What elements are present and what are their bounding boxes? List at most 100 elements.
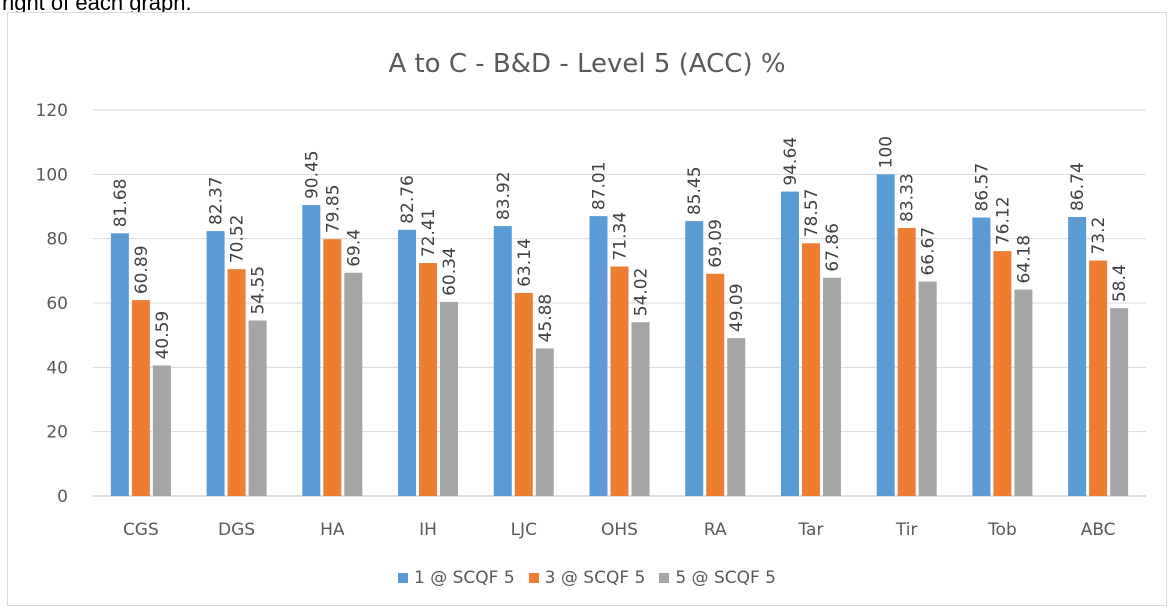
data-label: 66.67 <box>919 227 939 276</box>
bars <box>110 174 1129 497</box>
data-label: 87.01 <box>590 161 610 210</box>
caption-fragment: right of each graph. <box>2 0 192 15</box>
x-tick-label: HA <box>320 520 345 540</box>
x-tick-label: OHS <box>601 520 638 540</box>
x-tick-label: Tar <box>797 520 823 540</box>
data-label: 54.02 <box>632 268 652 317</box>
bar <box>1014 289 1033 496</box>
data-label: 78.57 <box>802 189 822 238</box>
bar <box>440 301 459 496</box>
chart-title: A to C - B&D - Level 5 (ACC) % <box>388 49 785 79</box>
y-tick-label: 80 <box>46 230 68 250</box>
data-label: 83.92 <box>494 171 514 220</box>
bar <box>344 272 363 496</box>
bar <box>535 348 554 496</box>
data-label: 60.34 <box>440 247 460 296</box>
legend-item: 1 @ SCQF 5 <box>397 568 515 588</box>
legend-item: 5 @ SCQF 5 <box>659 568 776 588</box>
x-tick-label: LJC <box>511 520 537 540</box>
x-axis-ticks: CGS DGS HA IH LJC OHS RA Tar Tir Tob ABC <box>123 520 1116 540</box>
data-label: 58.4 <box>1110 264 1130 302</box>
y-tick-label: 40 <box>46 358 68 378</box>
legend-swatch <box>659 573 670 583</box>
bar <box>706 273 725 496</box>
x-tick-label: CGS <box>123 520 159 540</box>
y-axis-ticks: 0 20 40 60 80 100 120 <box>36 101 68 507</box>
legend-label: 5 @ SCQF 5 <box>675 568 776 588</box>
bar <box>1089 260 1108 496</box>
bar <box>206 231 225 497</box>
data-label: 73.2 <box>1089 217 1109 255</box>
y-tick-label: 20 <box>46 423 68 443</box>
bar <box>227 269 246 496</box>
data-label: 72.41 <box>419 208 439 257</box>
legend: 1 @ SCQF 5 3 @ SCQF 5 5 @ SCQF 5 <box>0 568 1174 588</box>
bar <box>1068 216 1087 496</box>
data-label: 71.34 <box>611 212 631 261</box>
bar <box>398 229 417 496</box>
bar <box>727 338 746 496</box>
y-tick-label: 100 <box>36 165 68 185</box>
data-label: 79.85 <box>323 184 343 233</box>
x-tick-label: Tir <box>895 520 918 540</box>
bar <box>248 320 267 496</box>
data-label: 82.76 <box>398 175 418 224</box>
bar <box>685 221 704 496</box>
legend-item: 3 @ SCQF 5 <box>528 568 646 588</box>
data-label: 76.12 <box>993 196 1013 245</box>
bar <box>589 216 608 496</box>
data-label: 86.74 <box>1068 162 1088 211</box>
y-tick-label: 60 <box>46 294 68 314</box>
data-label: 82.37 <box>207 176 227 225</box>
data-label: 70.52 <box>228 214 248 263</box>
bar <box>610 266 629 496</box>
bar <box>493 226 512 497</box>
data-label: 64.18 <box>1014 235 1034 284</box>
data-label: 100 <box>877 136 897 168</box>
legend-label: 3 @ SCQF 5 <box>544 568 646 588</box>
legend-swatch <box>528 573 539 583</box>
data-label: 54.55 <box>249 266 269 315</box>
y-tick-label: 120 <box>36 101 68 121</box>
x-tick-label: RA <box>704 520 727 540</box>
data-label: 94.64 <box>781 137 801 186</box>
x-tick-label: IH <box>419 520 437 540</box>
bar <box>876 174 895 497</box>
bar <box>993 251 1012 496</box>
x-tick-label: DGS <box>218 520 255 540</box>
x-tick-label: ABC <box>1081 520 1116 540</box>
bar <box>1110 308 1129 496</box>
bar <box>780 191 799 497</box>
data-label: 45.88 <box>536 294 556 343</box>
bar <box>131 300 150 496</box>
data-label: 69.09 <box>706 219 726 268</box>
data-label: 67.86 <box>823 223 843 272</box>
bar <box>801 243 820 496</box>
bar <box>152 365 171 496</box>
bar <box>631 322 650 496</box>
legend-label: 1 @ SCQF 5 <box>413 568 515 588</box>
data-label: 69.4 <box>344 229 364 267</box>
data-label: 83.33 <box>898 173 918 222</box>
bar <box>918 281 937 496</box>
data-label: 86.57 <box>972 163 992 212</box>
data-label: 81.68 <box>111 179 131 228</box>
bar <box>972 217 991 496</box>
data-label: 85.45 <box>685 166 705 215</box>
data-label: 49.09 <box>727 283 747 332</box>
data-label: 40.59 <box>153 311 173 360</box>
y-tick-label: 0 <box>57 487 68 507</box>
bar <box>110 233 129 496</box>
legend-swatch <box>397 573 408 583</box>
bar <box>323 239 342 496</box>
x-tick-label: Tob <box>987 520 1017 540</box>
data-label: 60.89 <box>132 245 152 294</box>
bar <box>302 205 321 497</box>
bar <box>822 277 841 496</box>
bar <box>514 292 533 496</box>
data-label: 90.45 <box>302 150 322 199</box>
bar <box>419 263 438 496</box>
data-label: 63.14 <box>515 238 535 287</box>
